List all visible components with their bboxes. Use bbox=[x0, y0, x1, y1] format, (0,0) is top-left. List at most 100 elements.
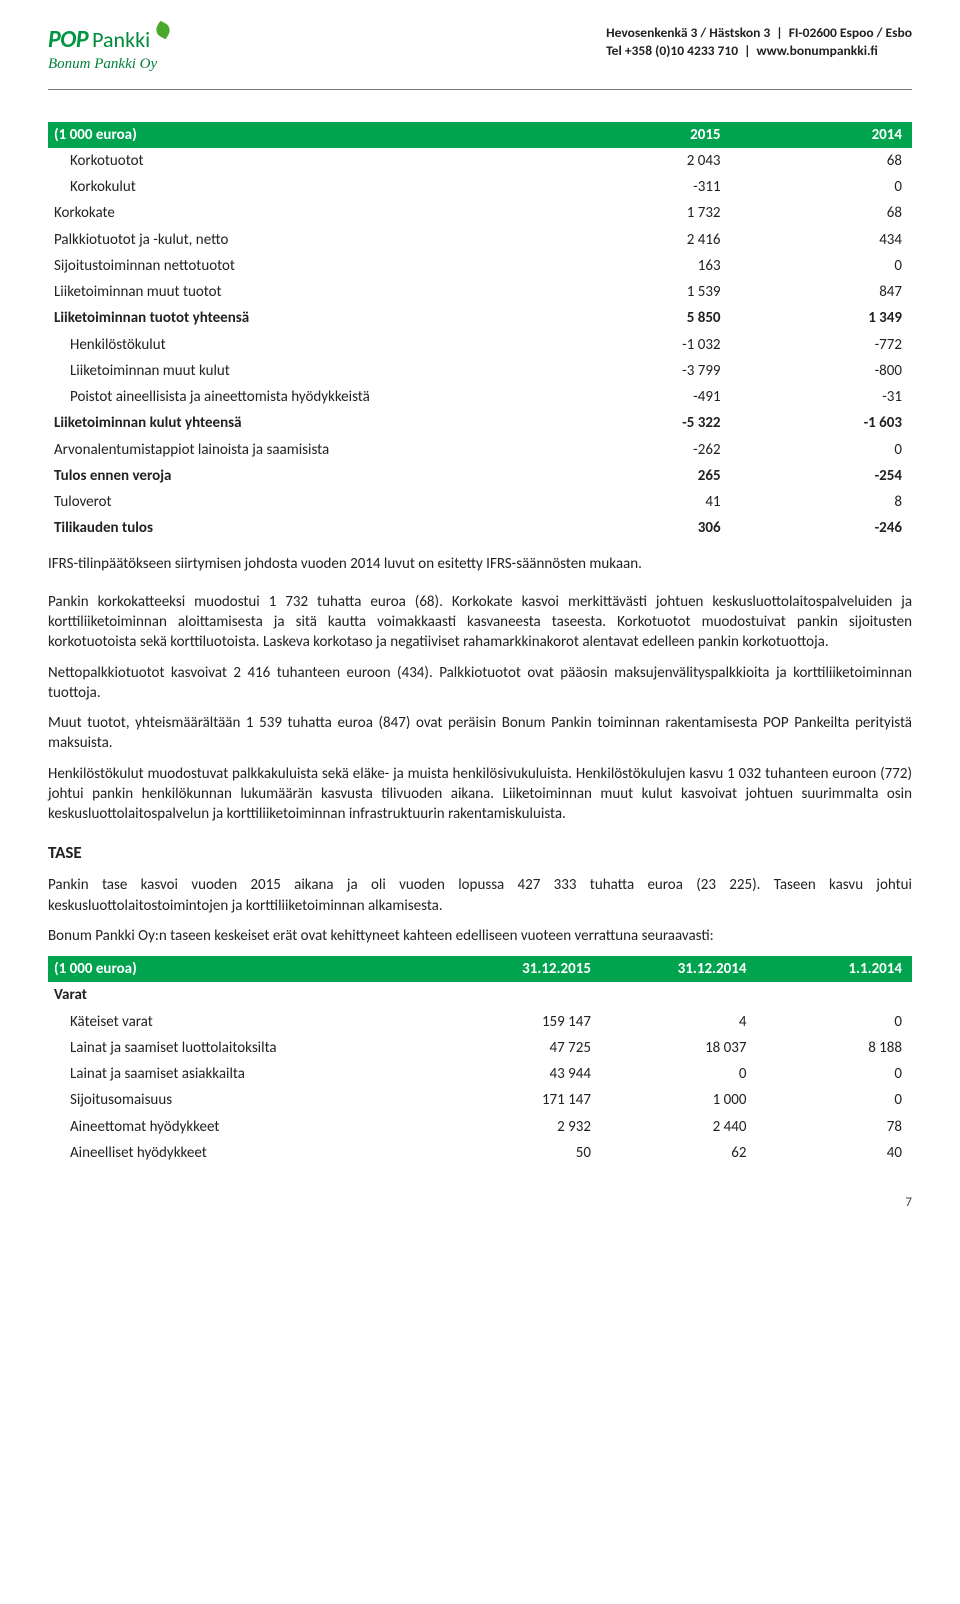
address-web: www.bonumpankki.fi bbox=[757, 42, 878, 59]
cell-label: Arvonalentumistappiot lainoista ja saami… bbox=[48, 437, 549, 463]
cell-2015: 265 bbox=[549, 463, 730, 489]
table-row: Tulos ennen veroja265-254 bbox=[48, 463, 912, 489]
cell-label: Liiketoiminnan muut kulut bbox=[48, 358, 549, 384]
cell-2014: 434 bbox=[731, 227, 912, 253]
table-row: Aineelliset hyödykkeet506240 bbox=[48, 1140, 912, 1166]
para-palkkiotuotot: Nettopalkkiotuotot kasvoivat 2 416 tuhan… bbox=[48, 663, 912, 704]
cell-label: Korkokate bbox=[48, 200, 549, 226]
cell-2015: 2 416 bbox=[549, 227, 730, 253]
cell-label: Tilikauden tulos bbox=[48, 515, 549, 541]
table-row: Tilikauden tulos306-246 bbox=[48, 515, 912, 541]
tase-para-2: Bonum Pankki Oy:n taseen keskeiset erät … bbox=[48, 926, 912, 946]
cell-2014: 0 bbox=[731, 174, 912, 200]
cell-2014: -246 bbox=[731, 515, 912, 541]
ifrs-note: IFRS-tilinpäätökseen siirtymisen johdost… bbox=[48, 554, 912, 574]
table-row: Liiketoiminnan kulut yhteensä-5 322-1 60… bbox=[48, 410, 912, 436]
th-2014b: 1.1.2014 bbox=[756, 956, 912, 982]
table-row: Poistot aineellisista ja aineettomista h… bbox=[48, 384, 912, 410]
table-row: Arvonalentumistappiot lainoista ja saami… bbox=[48, 437, 912, 463]
table-row: Palkkiotuotot ja -kulut, netto2 416434 bbox=[48, 227, 912, 253]
cell-label: Sijoitusomaisuus bbox=[48, 1087, 445, 1113]
cell-label: Henkilöstökulut bbox=[48, 332, 549, 358]
table-row: Lainat ja saamiset asiakkailta43 94400 bbox=[48, 1061, 912, 1087]
cell-2015: 159 147 bbox=[445, 1009, 601, 1035]
table-row: Liiketoiminnan muut kulut-3 799-800 bbox=[48, 358, 912, 384]
cell-2015: 43 944 bbox=[445, 1061, 601, 1087]
cell-2014b: 78 bbox=[756, 1114, 912, 1140]
logo-pankki-text: Pankki bbox=[92, 25, 150, 55]
cell-label: Poistot aineellisista ja aineettomista h… bbox=[48, 384, 549, 410]
cell-2015: -3 799 bbox=[549, 358, 730, 384]
address-street: Hevosenkenkä 3 / Hästskon 3 bbox=[606, 24, 770, 41]
address-city: FI-02600 Espoo / Esbo bbox=[789, 24, 912, 41]
cell-2014: 1 349 bbox=[731, 305, 912, 331]
cell-label: Liiketoiminnan muut tuotot bbox=[48, 279, 549, 305]
th-label: (1 000 euroa) bbox=[48, 956, 445, 982]
th-2014: 2014 bbox=[731, 122, 912, 148]
cell-2015: -311 bbox=[549, 174, 730, 200]
cell-2014: -254 bbox=[731, 463, 912, 489]
cell-2015: -1 032 bbox=[549, 332, 730, 358]
para-muut-tuotot: Muut tuotot, yhteismäärältään 1 539 tuha… bbox=[48, 713, 912, 754]
table-row: Sijoitusomaisuus171 1471 0000 bbox=[48, 1087, 912, 1113]
cell-2015: 2 932 bbox=[445, 1114, 601, 1140]
cell-label: Tulos ennen veroja bbox=[48, 463, 549, 489]
cell-label: Korkotuotot bbox=[48, 148, 549, 174]
th-2015: 31.12.2015 bbox=[445, 956, 601, 982]
cell-2014: 847 bbox=[731, 279, 912, 305]
th-2014: 31.12.2014 bbox=[601, 956, 757, 982]
address-block: Hevosenkenkä 3 / Hästskon 3|FI-02600 Esp… bbox=[606, 24, 912, 60]
table-row: Sijoitustoiminnan nettotuotot1630 bbox=[48, 253, 912, 279]
table-header-row: (1 000 euroa) 31.12.2015 31.12.2014 1.1.… bbox=[48, 956, 912, 982]
table-row: Henkilöstökulut-1 032-772 bbox=[48, 332, 912, 358]
table-row: Käteiset varat159 14740 bbox=[48, 1009, 912, 1035]
cell-2015: 306 bbox=[549, 515, 730, 541]
logo-block: POP Pankki Bonum Pankki Oy bbox=[48, 24, 170, 75]
cell-label: Tuloverot bbox=[48, 489, 549, 515]
cell-label: Lainat ja saamiset asiakkailta bbox=[48, 1061, 445, 1087]
cell-2014: 68 bbox=[731, 148, 912, 174]
cell-label: Korkokulut bbox=[48, 174, 549, 200]
leaf-icon bbox=[154, 20, 173, 39]
cell-2014b: 40 bbox=[756, 1140, 912, 1166]
address-line-2: Tel +358 (0)10 4233 710|www.bonumpankki.… bbox=[606, 42, 912, 60]
cell-2015: -262 bbox=[549, 437, 730, 463]
table-row: Lainat ja saamiset luottolaitoksilta47 7… bbox=[48, 1035, 912, 1061]
cell-2015: 47 725 bbox=[445, 1035, 601, 1061]
address-line-1: Hevosenkenkä 3 / Hästskon 3|FI-02600 Esp… bbox=[606, 24, 912, 42]
cell-2014: 0 bbox=[731, 437, 912, 463]
cell-2014: 2 440 bbox=[601, 1114, 757, 1140]
page-header: POP Pankki Bonum Pankki Oy Hevosenkenkä … bbox=[48, 24, 912, 90]
th-2015: 2015 bbox=[549, 122, 730, 148]
cell-2015: 1 732 bbox=[549, 200, 730, 226]
cell-2015: 41 bbox=[549, 489, 730, 515]
table-row: Korkokulut-3110 bbox=[48, 174, 912, 200]
tase-heading: TASE bbox=[48, 842, 912, 865]
cell-2015: 5 850 bbox=[549, 305, 730, 331]
cell-2015: 163 bbox=[549, 253, 730, 279]
cell-2014b: 8 188 bbox=[756, 1035, 912, 1061]
page-number: 7 bbox=[48, 1194, 912, 1212]
table-row: Liiketoiminnan muut tuotot1 539847 bbox=[48, 279, 912, 305]
cell-2014b: 0 bbox=[756, 1087, 912, 1113]
cell-label: Sijoitustoiminnan nettotuotot bbox=[48, 253, 549, 279]
balance-sheet-table: (1 000 euroa) 31.12.2015 31.12.2014 1.1.… bbox=[48, 956, 912, 1166]
logo-row: POP Pankki bbox=[48, 24, 170, 56]
cell-2014: 1 000 bbox=[601, 1087, 757, 1113]
para-korkokate: Pankin korkokatteeksi muodostui 1 732 tu… bbox=[48, 592, 912, 653]
cell-label: Käteiset varat bbox=[48, 1009, 445, 1035]
table-row: Liiketoiminnan tuotot yhteensä5 8501 349 bbox=[48, 305, 912, 331]
logo-pop-text: POP bbox=[48, 24, 88, 56]
cell-2014b: 0 bbox=[756, 1061, 912, 1087]
logo-subtitle: Bonum Pankki Oy bbox=[48, 54, 170, 74]
cell-2015: 2 043 bbox=[549, 148, 730, 174]
para-henkilostokulut: Henkilöstökulut muodostuvat palkkakuluis… bbox=[48, 764, 912, 825]
table-header-row: (1 000 euroa) 2015 2014 bbox=[48, 122, 912, 148]
cell-2014: 4 bbox=[601, 1009, 757, 1035]
cell-2015: 1 539 bbox=[549, 279, 730, 305]
section-label: Varat bbox=[48, 982, 445, 1008]
cell-2014: 0 bbox=[731, 253, 912, 279]
cell-2014: -800 bbox=[731, 358, 912, 384]
cell-label: Liiketoiminnan kulut yhteensä bbox=[48, 410, 549, 436]
address-tel: Tel +358 (0)10 4233 710 bbox=[606, 42, 738, 59]
